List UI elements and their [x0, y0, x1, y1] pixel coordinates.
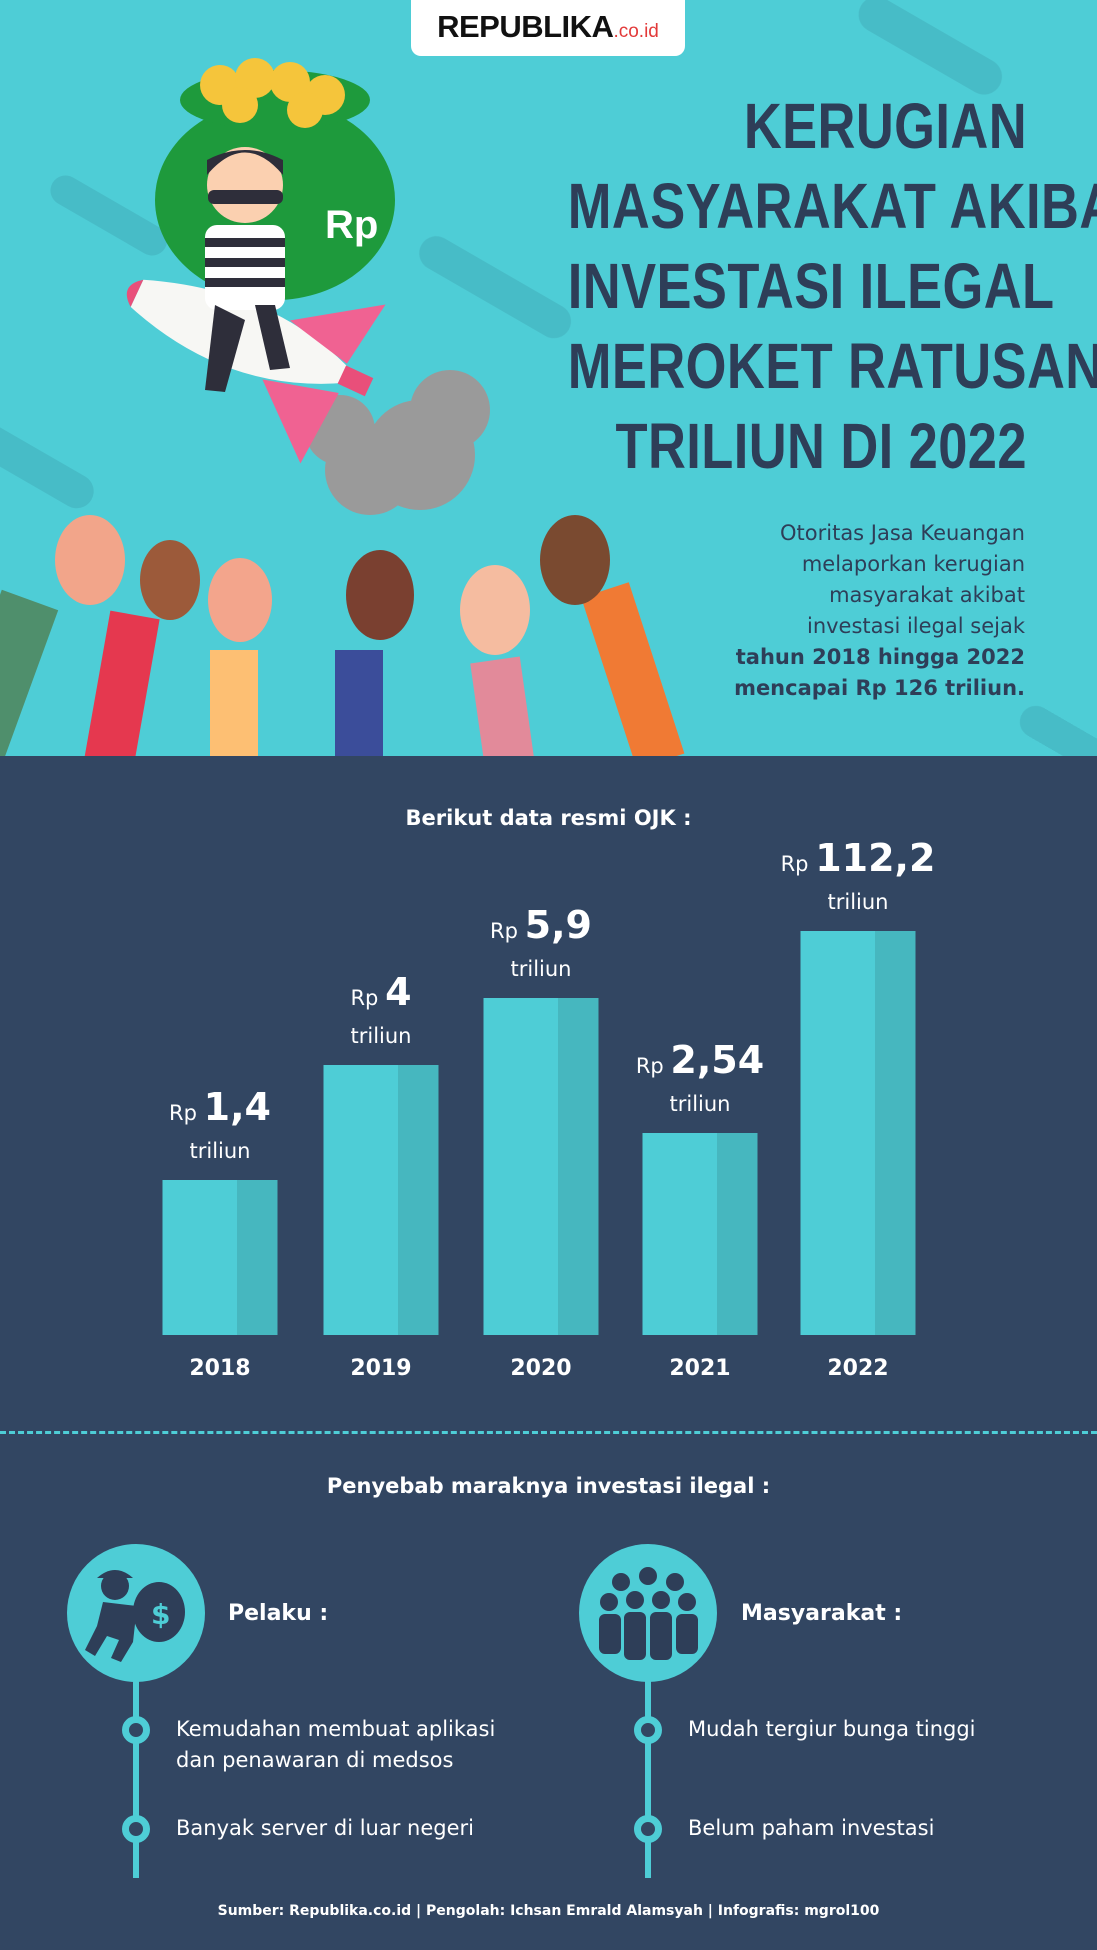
- crowd-icon: [599, 1567, 698, 1660]
- intro-line: Otoritas Jasa Keuangan: [780, 521, 1025, 545]
- bullet-dot: [634, 1716, 662, 1744]
- pelaku-icon-circle: $: [67, 1544, 205, 1682]
- causes-title: Penyebab maraknya investasi ilegal :: [326, 1474, 771, 1498]
- title-line: MEROKET RATUSAN: [567, 330, 1097, 402]
- chart-title: Berikut data resmi OJK :: [405, 806, 692, 830]
- data-label-unit: triliun: [828, 890, 889, 914]
- bar-shade: [717, 1133, 758, 1335]
- title-line: INVESTASI ILEGAL: [567, 250, 1055, 322]
- masyarakat-item: Belum paham investasi: [688, 1816, 935, 1840]
- masyarakat-timeline: [645, 1680, 651, 1878]
- data-label: Rp 112,2: [781, 836, 936, 880]
- bullet-dot: [122, 1716, 150, 1744]
- bar-shade: [558, 998, 599, 1335]
- pelaku-timeline: [133, 1680, 139, 1878]
- thief-icon: $: [85, 1570, 185, 1662]
- source-credit: Sumber: Republika.co.id | Pengolah: Ichs…: [217, 1903, 880, 1919]
- thief-rocket-illustration: Rp: [0, 0, 1097, 756]
- title-line: KERUGIAN: [743, 90, 1027, 162]
- x-tick-label: 2020: [510, 1356, 571, 1381]
- masyarakat-item: Mudah tergiur bunga tinggi: [688, 1717, 976, 1741]
- bar-shade: [875, 931, 916, 1335]
- bar-chart: 2018 Rp 1,4 triliun 2019 Rp 4 triliun 2020 Rp 5…: [162, 836, 936, 1381]
- pelaku-item: Banyak server di luar negeri: [176, 1816, 474, 1840]
- bar-shade: [398, 1065, 439, 1335]
- intro-line: masyarakat akibat: [829, 583, 1025, 607]
- title-line: TRILIUN DI 2022: [615, 410, 1027, 482]
- logo-main-text: REPUBLIKA: [437, 9, 614, 44]
- header-section: Rp REPUBLIKA.co.id KERUGIAN: [0, 0, 1097, 756]
- data-label: Rp 5,9: [490, 903, 592, 947]
- section-divider: [0, 1431, 1097, 1434]
- republika-logo[interactable]: REPUBLIKA.co.id: [411, 0, 685, 56]
- page-title: KERUGIAN MASYARAKAT AKIBAT INVESTASI ILE…: [567, 86, 1097, 486]
- intro-line-bold: mencapai Rp 126 triliun.: [734, 676, 1025, 700]
- data-label: Rp 4: [350, 970, 411, 1014]
- data-label: Rp 1,4: [169, 1085, 271, 1129]
- svg-text:$: $: [151, 1598, 170, 1631]
- masyarakat-icon-circle: [579, 1544, 717, 1682]
- intro-line: investasi ilegal sejak: [806, 614, 1025, 638]
- x-tick-label: 2018: [189, 1356, 250, 1381]
- intro-paragraph: Otoritas Jasa Keuangan melaporkan kerugi…: [555, 518, 1025, 704]
- bar-shade: [237, 1180, 278, 1335]
- intro-line-bold: tahun 2018 hingga 2022: [735, 645, 1025, 669]
- bar: [323, 1065, 399, 1335]
- x-tick-label: 2022: [827, 1356, 888, 1381]
- bullet-dot: [122, 1815, 150, 1843]
- money-bag-label: Rp: [325, 203, 378, 247]
- intro-line: melaporkan kerugian: [801, 552, 1025, 576]
- x-tick-label: 2019: [350, 1356, 411, 1381]
- bar: [642, 1133, 718, 1335]
- pelaku-heading: Pelaku :: [228, 1601, 329, 1626]
- masyarakat-heading: Masyarakat :: [741, 1601, 903, 1626]
- logo-sub-text: .co.id: [613, 21, 659, 42]
- data-label: Rp 2,54: [636, 1038, 764, 1082]
- bullet-dot: [634, 1815, 662, 1843]
- x-tick-label: 2021: [669, 1356, 730, 1381]
- data-label-unit: triliun: [351, 1024, 412, 1048]
- title-line: MASYARAKAT AKIBAT: [567, 170, 1097, 242]
- data-label-unit: triliun: [670, 1092, 731, 1116]
- bar: [800, 931, 876, 1335]
- bar: [483, 998, 559, 1335]
- pelaku-item: Kemudahan membuat aplikasi dan penawaran…: [176, 1717, 496, 1772]
- data-label-unit: triliun: [511, 957, 572, 981]
- data-label-unit: triliun: [190, 1139, 251, 1163]
- bar: [162, 1180, 238, 1335]
